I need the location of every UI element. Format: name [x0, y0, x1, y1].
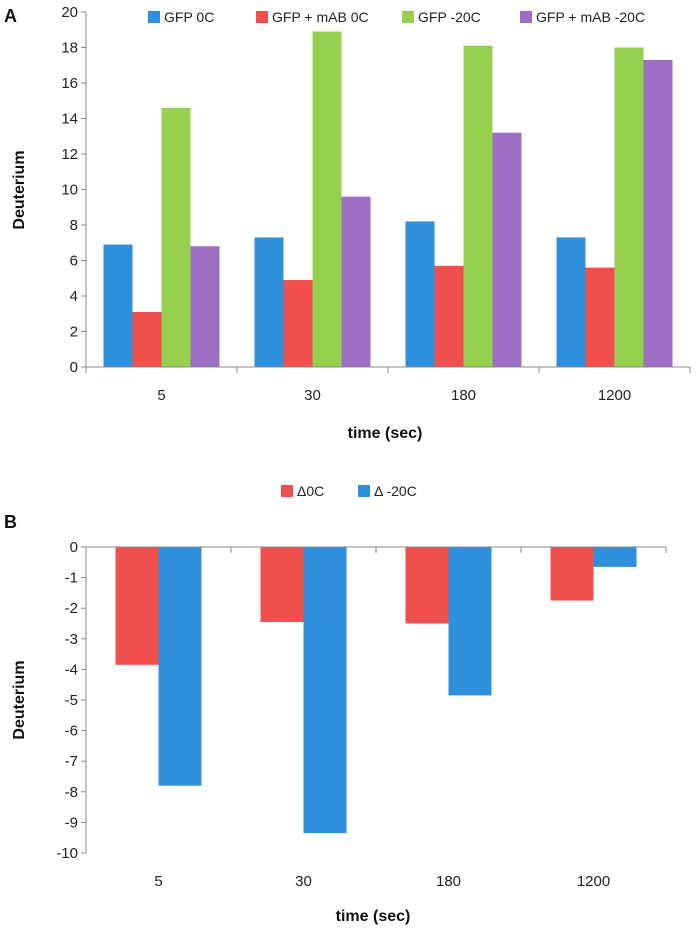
y-tick-label: -2	[65, 600, 78, 617]
bar-gfp-mab-20c-180	[492, 132, 522, 367]
bar-gfp-20c-5	[161, 107, 191, 367]
bar-gfp-0c-180	[405, 221, 435, 367]
y-tick-label: -4	[65, 661, 78, 678]
legend-label: Δ0C	[297, 483, 324, 499]
bar-gfp-20c-1200	[614, 47, 644, 367]
legend-swatch	[358, 485, 370, 497]
panel-b-y-axis-label: Deuterium	[11, 660, 28, 739]
y-tick-label: 8	[70, 217, 78, 234]
bar-20c-5	[158, 547, 202, 786]
y-tick-label: 20	[61, 4, 78, 21]
panel-a-y-axis-label: Deuterium	[11, 150, 28, 229]
bar-0c-5	[115, 547, 159, 665]
y-tick-label: 6	[70, 253, 78, 270]
y-tick-label: -9	[65, 814, 78, 831]
x-tick-label: 30	[295, 873, 312, 890]
y-tick-label: 0	[70, 359, 78, 376]
bar-gfp-0c-30	[254, 237, 284, 367]
x-tick-label: 180	[451, 387, 476, 404]
y-tick-label: -6	[65, 723, 78, 740]
x-tick-label: 1200	[577, 873, 610, 890]
legend-swatch	[148, 11, 160, 23]
legend-swatch	[281, 485, 293, 497]
bar-gfp-0c-5	[103, 244, 133, 367]
y-tick-label: -8	[65, 784, 78, 801]
y-tick-label: -5	[65, 692, 78, 709]
bar-gfp-mab-20c-30	[341, 196, 371, 367]
legend-label: GFP -20C	[418, 9, 481, 25]
legend-label: Δ -20C	[374, 483, 417, 499]
y-tick-label: -1	[65, 570, 78, 587]
legend-label: GFP + mAB 0C	[272, 9, 369, 25]
bar-gfp-mab-0c-30	[283, 280, 313, 367]
panel-b-letter: B	[4, 512, 17, 532]
x-tick-label: 1200	[598, 387, 631, 404]
bar-gfp-mab-0c-1200	[585, 267, 615, 367]
y-tick-label: -3	[65, 631, 78, 648]
y-tick-label: 4	[70, 288, 78, 305]
y-tick-label: -7	[65, 753, 78, 770]
y-tick-label: 12	[61, 146, 78, 163]
panel-b-legend: Δ0C Δ -20C	[281, 483, 417, 499]
y-tick-label: -10	[56, 845, 78, 862]
bar-0c-1200	[550, 547, 594, 601]
panel-a-legend: GFP 0C GFP + mAB 0C GFP -20C GFP + mAB -20C	[148, 9, 645, 25]
y-tick-label: 0	[70, 539, 78, 556]
panel-b-x-axis-label: time (sec)	[336, 908, 411, 925]
x-tick-label: 5	[154, 873, 162, 890]
bar-20c-30	[303, 547, 347, 834]
bar-gfp-20c-180	[463, 45, 493, 367]
y-tick-label: 2	[70, 324, 78, 341]
x-tick-label: 5	[157, 387, 165, 404]
y-tick-label: 16	[61, 75, 78, 92]
bar-gfp-0c-1200	[556, 237, 586, 367]
bar-gfp-mab-20c-5	[190, 246, 220, 367]
legend-swatch	[402, 11, 414, 23]
y-tick-label: 14	[61, 111, 78, 128]
panel-a-letter: A	[4, 6, 17, 26]
panel-a-x-axis-label: time (sec)	[348, 425, 423, 442]
bar-20c-180	[448, 547, 492, 696]
x-tick-label: 30	[304, 387, 321, 404]
legend-swatch	[256, 11, 268, 23]
bar-gfp-mab-20c-1200	[643, 59, 673, 368]
y-tick-label: 10	[61, 182, 78, 199]
legend-label: GFP + mAB -20C	[536, 9, 645, 25]
legend-swatch	[520, 11, 532, 23]
bar-20c-1200	[593, 547, 637, 567]
legend-label: GFP 0C	[164, 9, 214, 25]
panel-b-chart: B 0-1-2-3-4-5-6-7-8-9-10 5 30 180 1200 Δ0C Δ…	[4, 483, 667, 925]
bar-0c-180	[405, 547, 449, 624]
y-tick-label: 18	[61, 40, 78, 57]
bar-0c-30	[260, 547, 304, 622]
x-tick-label: 180	[436, 873, 461, 890]
bar-gfp-mab-0c-180	[434, 265, 464, 367]
bar-gfp-mab-0c-5	[132, 311, 162, 367]
bar-gfp-20c-30	[312, 31, 342, 368]
